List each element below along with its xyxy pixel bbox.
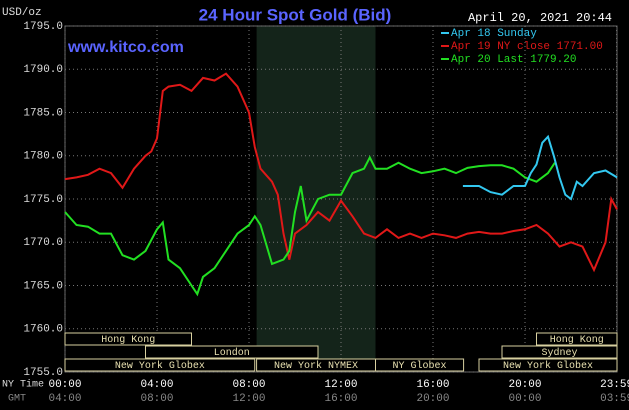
y-tick-label: 1780.0 [23, 151, 63, 163]
x2-label: GMT [8, 394, 26, 405]
session-bar [501, 345, 618, 359]
session-label: Sydney [541, 347, 577, 359]
y-tick-label: 1755.0 [23, 367, 63, 379]
series-line [64, 155, 556, 297]
series-line [462, 134, 618, 201]
session-bar [375, 358, 465, 372]
y-tick-label: 1775.0 [23, 194, 63, 206]
x-tick-label: 16:00 [416, 379, 449, 391]
x2-tick-label: 20:00 [416, 393, 449, 405]
y-unit: USD/oz [2, 7, 42, 19]
x-tick-label: 20:00 [508, 379, 541, 391]
session-bar [536, 332, 618, 346]
y-tick-label: 1790.0 [23, 64, 63, 76]
session-label: New York NYMEX [274, 360, 358, 372]
chart-title: 24 Hour Spot Gold (Bid) [199, 5, 392, 24]
x2-tick-label: 08:00 [140, 393, 173, 405]
session-label: New York Globex [503, 360, 593, 372]
x-label: NY Time [2, 379, 44, 391]
legend-label: Apr 20 Last 1779.20 [451, 54, 576, 66]
x-tick-label: 23:59 [600, 379, 629, 391]
legend-label: Apr 19 NY close 1771.00 [451, 41, 603, 53]
session-bar [64, 358, 256, 372]
legend-label: Apr 18 Sunday [451, 28, 537, 40]
y-tick-label: 1765.0 [23, 280, 63, 292]
session-bar [145, 345, 319, 359]
session-label: NY Globex [393, 360, 447, 372]
session-bar [64, 332, 192, 346]
x2-tick-label: 12:00 [232, 393, 265, 405]
session-bar [478, 358, 618, 372]
series-line [64, 72, 618, 273]
session-label: New York Globex [115, 360, 205, 372]
x-tick-label: 04:00 [140, 379, 173, 391]
x-tick-label: 00:00 [48, 379, 81, 391]
x-tick-label: 08:00 [232, 379, 265, 391]
session-label: London [214, 347, 250, 359]
x-tick-label: 12:00 [324, 379, 357, 391]
x2-tick-label: 04:00 [48, 393, 81, 405]
website: www.kitco.com [67, 39, 184, 56]
session-label: Hong Kong [550, 335, 604, 346]
y-tick-label: 1760.0 [23, 324, 63, 336]
x2-tick-label: 16:00 [324, 393, 357, 405]
y-tick-label: 1770.0 [23, 237, 63, 249]
session-shade [256, 26, 376, 372]
y-tick-label: 1785.0 [23, 107, 63, 119]
timestamp: April 20, 2021 20:44 [468, 11, 612, 25]
x2-tick-label: 00:00 [508, 393, 541, 405]
y-tick-label: 1795.0 [23, 21, 63, 33]
session-label: Hong Kong [101, 335, 155, 346]
x2-tick-label: 03:59 [600, 393, 629, 405]
